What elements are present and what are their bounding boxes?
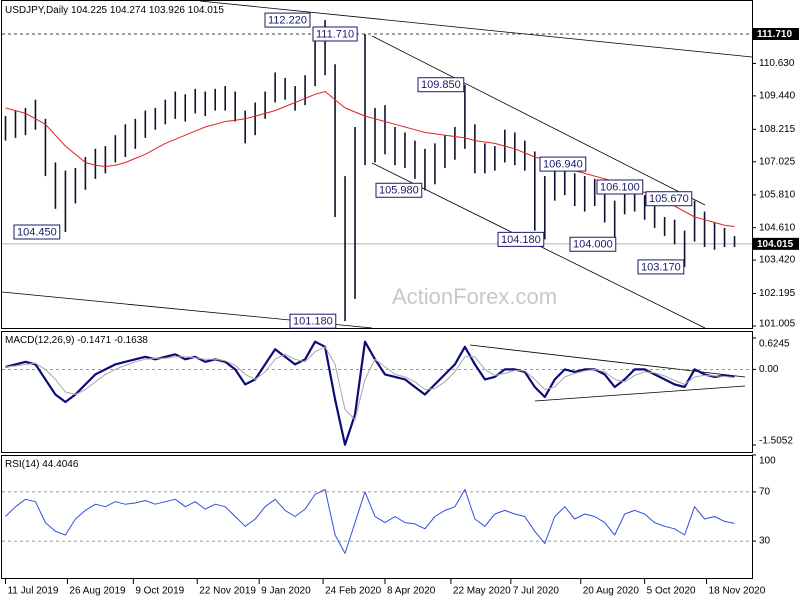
- y-tick-label: 101.005: [759, 319, 796, 330]
- x-tick-label: 11 Jul 2019: [7, 586, 58, 597]
- macd-title: MACD(12,26,9): [5, 335, 74, 346]
- watermark: ActionForex.com: [392, 284, 557, 309]
- series-line: [5, 340, 735, 446]
- y-tick-label: 102.195: [759, 288, 796, 299]
- y-tick-label: 107.025: [759, 156, 796, 167]
- rsi-value: 44.4046: [42, 459, 79, 470]
- x-tick-label: 20 Aug 2020: [583, 586, 640, 597]
- price-header: USDJPY,Daily 104.225 104.274 103.926 104…: [5, 5, 224, 16]
- x-tick-label: 22 May 2020: [453, 586, 511, 597]
- open: 104.225: [71, 5, 108, 16]
- annotation: 103.170: [637, 259, 685, 275]
- annotation-box: [539, 156, 587, 172]
- annotation: 104.180: [497, 231, 545, 247]
- annotation: 109.850: [417, 77, 465, 93]
- annotation-label: 104.000: [573, 239, 613, 251]
- y-tick-label: 30: [759, 536, 771, 547]
- rsi-title: RSI(14): [5, 459, 39, 470]
- axis-label-highlight: 111.710: [757, 29, 792, 40]
- annotation-box: [417, 77, 465, 93]
- annotation: 111.710: [312, 26, 358, 42]
- annotation-box: [289, 313, 337, 329]
- low: 103.926: [149, 5, 186, 16]
- annotation-label: 103.170: [641, 261, 681, 273]
- y-tick-label: -1.5052: [759, 436, 793, 447]
- trend-line: [199, 0, 753, 58]
- macd-panel: [1, 331, 753, 453]
- y-tick-label: 109.440: [759, 91, 796, 102]
- annotation-box: [645, 191, 693, 207]
- x-tick-label: 18 Nov 2020: [709, 586, 766, 597]
- annotation-box: [312, 26, 358, 42]
- price-panel: [1, 0, 753, 329]
- close: 104.015: [188, 5, 225, 16]
- annotation-box: [264, 12, 311, 28]
- annotation-label: 105.980: [379, 185, 419, 197]
- series-line: [5, 346, 735, 421]
- signal-value: -0.1638: [114, 335, 148, 346]
- annotation: 101.180: [289, 313, 337, 329]
- axis-label-highlight: 104.015: [757, 239, 794, 250]
- x-tick-label: 7 Jul 2020: [513, 586, 560, 597]
- x-tick-label: 5 Oct 2020: [647, 586, 696, 597]
- x-tick-label: 9 Oct 2019: [135, 586, 184, 597]
- trend-line: [534, 385, 746, 402]
- annotation-label: 106.100: [600, 181, 640, 193]
- annotation-box: [497, 231, 545, 247]
- y-tick-label: 105.810: [759, 190, 796, 201]
- high: 104.274: [110, 5, 147, 16]
- rsi-panel: [1, 455, 753, 579]
- y-tick-label: 100: [759, 456, 776, 467]
- x-tick-label: 26 Aug 2019: [69, 586, 126, 597]
- annotation-label: 112.220: [268, 14, 307, 26]
- symbol: USDJPY,Daily: [5, 5, 68, 16]
- y-tick-label: 0.6245: [759, 339, 790, 350]
- annotation-label: 104.180: [501, 234, 541, 246]
- annotation: 106.940: [539, 156, 587, 172]
- y-tick-label: 70: [759, 487, 771, 498]
- annotation-label: 106.940: [543, 158, 583, 170]
- annotation-box: [596, 179, 644, 195]
- annotation: 105.670: [645, 191, 693, 207]
- annotation-box: [13, 224, 61, 240]
- y-tick-label: 104.610: [759, 222, 796, 233]
- annotation-box: [569, 236, 617, 252]
- x-tick-label: 9 Jan 2020: [261, 586, 311, 597]
- annotation: 106.100: [596, 179, 644, 195]
- annotation-label: 105.670: [649, 193, 689, 205]
- annotation: 104.450: [13, 224, 61, 240]
- annotation: 105.980: [375, 182, 423, 198]
- y-tick-label: 0.00: [759, 364, 779, 375]
- annotation: 104.000: [569, 236, 617, 252]
- x-tick-label: 8 Apr 2020: [387, 586, 436, 597]
- series-line: [5, 488, 735, 554]
- annotation-label: 109.850: [421, 79, 461, 91]
- y-tick-label: 108.215: [759, 124, 796, 135]
- macd-header: MACD(12,26,9) -0.1471 -0.1638: [5, 335, 148, 346]
- macd-value: -0.1471: [77, 335, 111, 346]
- rsi-header: RSI(14) 44.4046: [5, 459, 79, 470]
- annotation: 112.220: [264, 12, 311, 28]
- axis-label-box: [753, 28, 799, 40]
- annotation-box: [375, 182, 423, 198]
- axis-label-box: [753, 237, 799, 250]
- x-tick-label: 22 Nov 2019: [199, 586, 256, 597]
- annotation-box: [637, 259, 685, 275]
- annotation-label: 111.710: [316, 28, 354, 40]
- x-tick-label: 24 Feb 2020: [325, 586, 382, 597]
- y-tick-label: 103.420: [759, 255, 796, 266]
- annotation-label: 104.450: [17, 226, 57, 238]
- trend-line: [371, 35, 706, 206]
- y-tick-label: 110.630: [759, 58, 795, 69]
- annotation-label: 101.180: [293, 316, 333, 328]
